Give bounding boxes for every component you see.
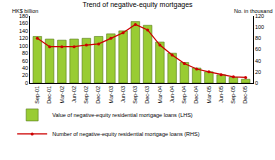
svg-text:Sep-04: Sep-04 [181,86,187,104]
svg-text:HK$ billion: HK$ billion [12,8,38,14]
svg-text:100: 100 [19,43,28,49]
svg-text:Dec-05: Dec-05 [242,86,248,104]
svg-text:40: 40 [22,65,28,71]
svg-text:Value of negative-equity resid: Value of negative-equity residential mor… [52,112,193,118]
svg-text:Dec-02: Dec-02 [95,86,101,104]
svg-text:Sep-05: Sep-05 [230,86,236,104]
svg-text:0: 0 [255,80,258,86]
svg-text:No. in thousand: No. in thousand [234,8,273,14]
svg-text:180: 180 [19,13,28,19]
svg-text:Dec-01: Dec-01 [46,86,52,104]
svg-text:160: 160 [19,20,28,26]
svg-text:Jun-04: Jun-04 [169,86,175,103]
svg-text:Jun-05: Jun-05 [218,86,224,103]
svg-text:Mar-03: Mar-03 [108,86,114,103]
svg-text:Trend of negative-equity mortg: Trend of negative-equity mortgages [82,1,193,9]
svg-text:60: 60 [22,58,28,64]
svg-text:80: 80 [22,50,28,56]
svg-text:120: 120 [19,35,28,41]
svg-text:140: 140 [19,28,28,34]
svg-text:40: 40 [255,58,261,64]
svg-text:120: 120 [255,13,264,19]
svg-text:Mar-04: Mar-04 [157,86,163,103]
svg-text:Dec-03: Dec-03 [144,86,150,104]
svg-text:60: 60 [255,46,261,52]
svg-text:Sep-01: Sep-01 [34,86,40,104]
svg-text:Dec-04: Dec-04 [193,86,199,104]
svg-text:Jun-02: Jun-02 [71,86,77,103]
svg-text:Sep-02: Sep-02 [83,86,89,104]
svg-text:Jun-03: Jun-03 [120,86,126,103]
svg-text:100: 100 [255,24,264,30]
svg-text:80: 80 [255,35,261,41]
svg-text:0: 0 [25,80,28,86]
svg-text:20: 20 [22,72,28,78]
svg-text:Number of negative-equity resi: Number of negative-equity residential mo… [52,131,200,137]
svg-text:Mar-02: Mar-02 [59,86,65,103]
svg-text:Mar-05: Mar-05 [206,86,212,103]
svg-text:20: 20 [255,69,261,75]
svg-text:Sep-03: Sep-03 [132,86,138,104]
